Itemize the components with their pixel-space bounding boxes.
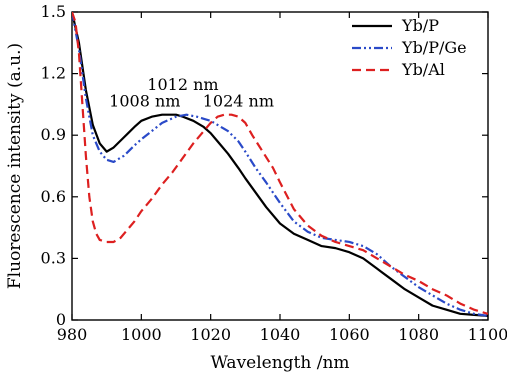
x-tick-label: 1000 <box>121 325 162 344</box>
plot-frame <box>71 11 489 321</box>
peak-annotation: 1008 nm <box>109 91 180 110</box>
x-tick-label: 980 <box>57 325 88 344</box>
y-tick-label: 0.6 <box>41 187 66 206</box>
x-tick-label: 1080 <box>398 325 439 344</box>
x-tick-label: 1020 <box>190 325 231 344</box>
legend-label: Yb/P <box>401 16 439 35</box>
x-tick-label: 1040 <box>260 325 301 344</box>
y-tick-label: 0 <box>56 310 66 329</box>
series-layer <box>72 12 488 317</box>
peak-annotation: 1024 nm <box>203 91 274 110</box>
x-tick-label: 1100 <box>468 325 507 344</box>
series-line-2 <box>72 12 488 315</box>
peak-annotation: 1012 nm <box>147 75 218 94</box>
legend: Yb/P Yb/P/Ge Yb/Al <box>352 16 467 79</box>
y-axis-label: Fluorescence intensity (a.u.) <box>5 43 25 289</box>
y-tick-label: 1.5 <box>41 2 66 21</box>
x-axis-label: Wavelength /nm <box>210 353 349 373</box>
x-tick-label: 1060 <box>329 325 370 344</box>
series-line-0 <box>72 12 488 317</box>
y-tick-label: 0.9 <box>41 125 66 144</box>
axis-ticks: 980 1000 1020 1040 1060 1080 1100 0 0.3 0.6 0.9 1.2… <box>41 2 507 344</box>
y-tick-label: 0.3 <box>41 248 66 267</box>
legend-label: Yb/Al <box>401 60 445 79</box>
y-tick-label: 1.2 <box>41 64 66 83</box>
series-line-1 <box>72 12 488 317</box>
legend-label: Yb/P/Ge <box>401 38 467 57</box>
